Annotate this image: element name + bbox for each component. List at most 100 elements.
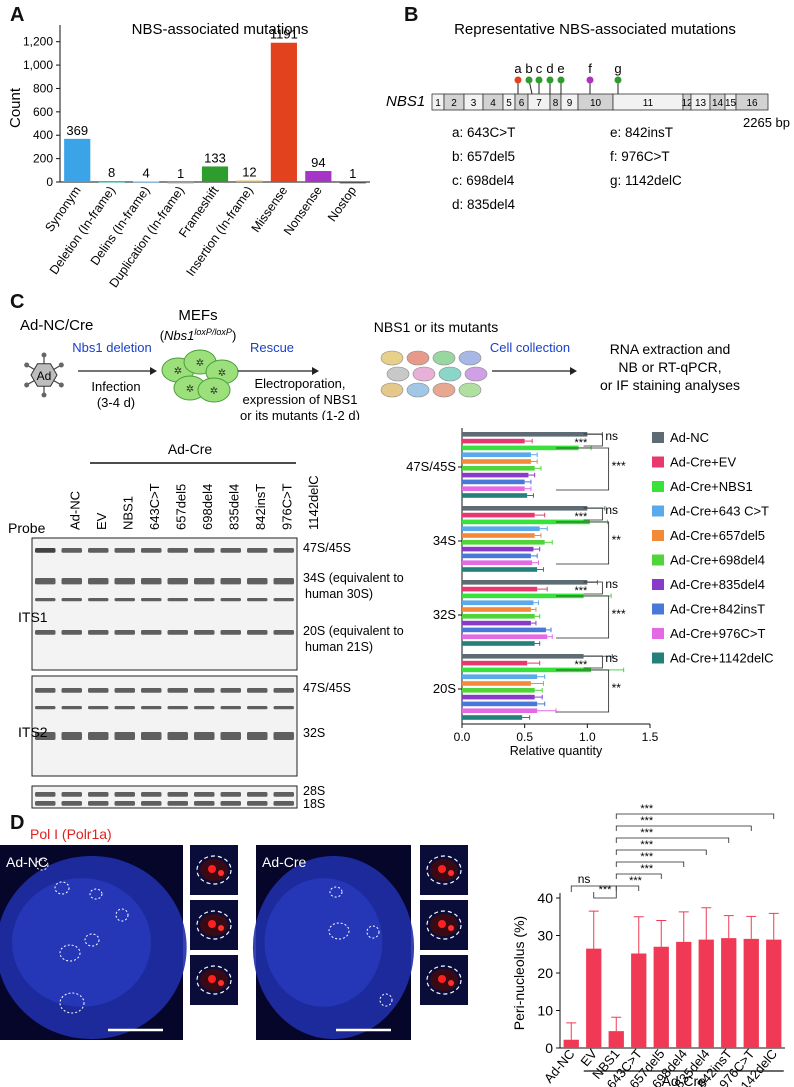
inset-outline <box>426 855 462 885</box>
chart-c-xtick-label: 1.5 <box>642 730 659 744</box>
mutant-cell <box>458 350 482 366</box>
mef-nucleus: ✲ <box>210 386 218 397</box>
blot-band <box>247 732 268 740</box>
blot-band <box>141 801 162 806</box>
image-label-adcre: Ad-Cre <box>262 854 307 870</box>
marker-dot <box>546 76 554 84</box>
chart-d-ytick-label: 40 <box>537 890 553 906</box>
mutation-count-chart: NBS-associated mutations Count 0 200 400 600 8… <box>7 21 370 290</box>
marker-dot <box>514 76 522 84</box>
marker-dot <box>614 76 622 84</box>
sig-label: *** <box>574 585 588 597</box>
sig-bracket <box>583 655 603 669</box>
blot-band <box>141 706 162 710</box>
blot-band <box>35 630 56 635</box>
nucleolus-outline <box>115 908 129 922</box>
nucleolus-outline <box>89 888 103 900</box>
chart-d-ytick-label: 20 <box>537 965 553 981</box>
nucleus-core <box>11 878 152 1007</box>
mutant-cell <box>406 382 430 398</box>
nbs1-deletion-label: Nbs1 deletion <box>72 340 152 355</box>
sig-bracket <box>615 885 640 891</box>
blot-band <box>273 630 294 635</box>
marker-letter: b <box>525 61 532 76</box>
blot-band <box>273 688 294 693</box>
chart-c-bar <box>462 459 531 464</box>
exon-label: 15 <box>725 98 737 109</box>
mutation-item: e: 842insT <box>610 125 673 140</box>
virus-spike-tip <box>41 352 47 358</box>
chart-c-bar <box>462 586 538 592</box>
chart-a-bar <box>270 42 297 182</box>
nbs1-gene-map: Representative NBS-associated mutations N… <box>386 21 790 212</box>
pol1-signal <box>438 975 446 983</box>
mutant-cell <box>386 366 410 382</box>
legend-label: Ad-Cre+842insT <box>670 602 765 617</box>
sig-label: *** <box>612 459 626 473</box>
legend-swatch <box>652 481 664 492</box>
nucleolus-outline <box>59 992 85 1014</box>
adenovirus-icon <box>30 363 58 387</box>
chart-d-bar <box>766 939 782 1048</box>
nucleolus-outline <box>35 859 49 871</box>
blot-band <box>141 548 162 553</box>
blot-band <box>35 792 56 797</box>
chart-a-value-label: 1 <box>177 166 184 181</box>
blot-band <box>247 792 268 797</box>
chart-c-bar <box>462 546 534 552</box>
blot-band <box>61 598 82 602</box>
blot-lane-label: 976C>T <box>279 483 294 530</box>
blot-band <box>35 706 56 710</box>
chart-a-value-label: 369 <box>66 123 88 138</box>
mutant-cell <box>464 366 488 382</box>
blot-band <box>141 732 162 740</box>
legend-label: Ad-Cre+976C>T <box>670 626 765 641</box>
chart-c-category-label: 32S <box>433 607 456 622</box>
legend-label: Ad-Cre+657del5 <box>670 528 765 543</box>
band-label: human 21S) <box>305 640 373 654</box>
infection-label: Infection <box>91 379 140 394</box>
nucleolus-outline <box>366 925 380 939</box>
virus-spike-tip <box>58 382 64 388</box>
blot-band <box>61 706 82 710</box>
blot-band <box>194 578 215 585</box>
chart-a-ytick-label: 0 <box>46 175 53 189</box>
chart-d-bar <box>631 953 647 1048</box>
chart-c-bar <box>462 593 584 599</box>
blot-band <box>247 548 268 553</box>
blot-band <box>194 630 215 635</box>
chart-a-bar <box>64 138 91 182</box>
its1-label: ITS1 <box>18 609 48 625</box>
blot-lane-label: 835del4 <box>226 484 241 530</box>
virus-spike-tip <box>24 382 30 388</box>
blot-band <box>273 732 294 740</box>
pol1-signal <box>208 975 216 983</box>
mutant-cell <box>406 350 430 366</box>
mef-nucleus: ✲ <box>196 358 204 369</box>
blot-band <box>194 801 215 806</box>
expression-label: expression of NBS1 <box>243 392 358 407</box>
ad-label: Ad <box>37 369 52 383</box>
blot-band <box>194 706 215 710</box>
blot-band <box>61 548 82 553</box>
blot-band <box>167 548 188 553</box>
legend-swatch <box>652 628 664 639</box>
chart-c-bar <box>462 560 533 565</box>
marker-dot <box>586 76 594 84</box>
chart-a-title: NBS-associated mutations <box>132 21 309 38</box>
marker-dot <box>557 76 565 84</box>
mutant-cell <box>412 366 436 382</box>
mutant-duration-label: or its mutants (1-2 d) <box>240 408 360 420</box>
virus-spike-tip <box>24 362 30 368</box>
chart-c-bar <box>462 553 531 559</box>
sig-label: *** <box>640 839 654 851</box>
blot-band <box>114 706 135 710</box>
nbs1-mutants-label: NBS1 or its mutants <box>374 319 499 335</box>
chart-c-bar <box>462 667 592 673</box>
blot-band <box>194 548 215 553</box>
blot-band <box>247 706 268 710</box>
mutant-cell <box>380 350 404 366</box>
blot-lane-label: 1142delC <box>306 475 321 530</box>
chart-d-bar <box>698 939 714 1048</box>
mutation-item: g: 1142delC <box>610 173 682 188</box>
